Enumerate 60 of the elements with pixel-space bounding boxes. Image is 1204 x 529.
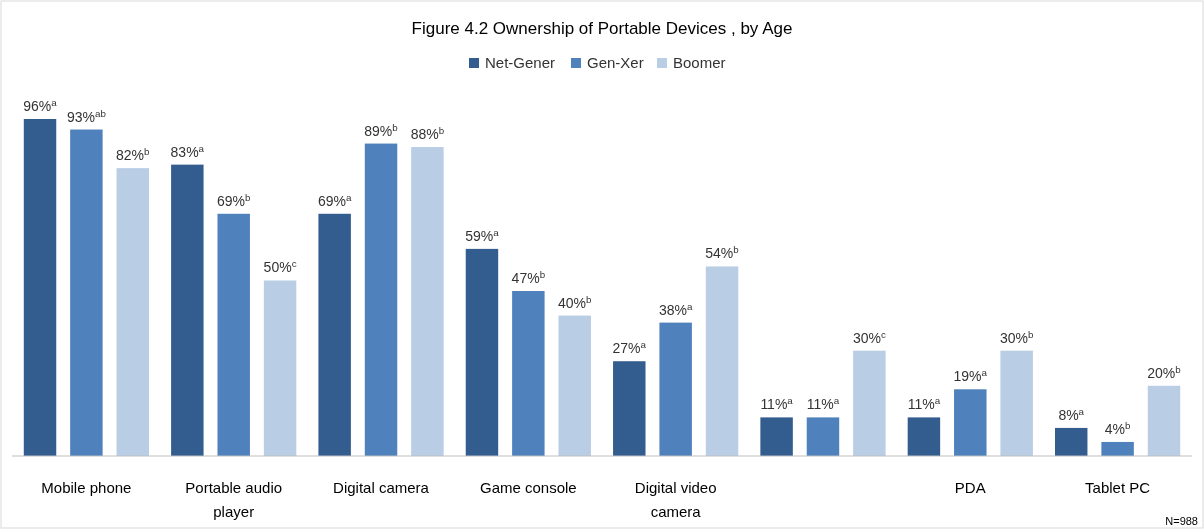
data-label: 89%$^{b}$ bbox=[364, 121, 399, 139]
bar bbox=[659, 322, 692, 456]
data-label: 11%$^{a}$ bbox=[760, 394, 794, 413]
data-label: 8%$^{a}$ bbox=[1058, 405, 1085, 423]
bar bbox=[1055, 427, 1088, 456]
data-label: 82%$^{b}$ bbox=[116, 145, 151, 164]
data-label: 20%$^{b}$ bbox=[1147, 363, 1182, 381]
bar bbox=[558, 315, 591, 456]
x-tick-label: Game console bbox=[479, 479, 577, 496]
bar bbox=[23, 119, 57, 456]
bar bbox=[465, 248, 499, 456]
bar bbox=[318, 213, 351, 456]
bar bbox=[1000, 350, 1033, 456]
bar bbox=[806, 417, 840, 456]
data-label: 30%$^{c}$ bbox=[852, 328, 886, 346]
data-label: 11%$^{a}$ bbox=[806, 394, 840, 413]
bar bbox=[116, 168, 149, 456]
bar bbox=[171, 164, 204, 456]
data-label: 83%$^{a}$ bbox=[170, 142, 205, 160]
bar bbox=[613, 361, 646, 456]
legend-label: Net-Gener bbox=[485, 54, 556, 71]
legend-label: Boomer bbox=[673, 54, 726, 71]
legend-label: Gen-Xer bbox=[587, 54, 644, 71]
data-label: 93%$^{ab}$ bbox=[66, 107, 107, 125]
bar bbox=[907, 417, 941, 456]
data-label: 4%$^{b}$ bbox=[1104, 419, 1131, 437]
x-tick-label: Digital video camera bbox=[634, 479, 717, 520]
bar bbox=[1101, 441, 1134, 456]
chart-title: Figure 4.2 Ownership of Portable Devices , by Age bbox=[411, 19, 793, 38]
data-label: 88%$^{b}$ bbox=[410, 124, 445, 143]
data-label: 50%$^{c}$ bbox=[263, 257, 297, 276]
bar bbox=[512, 291, 545, 456]
data-label: 38%$^{a}$ bbox=[658, 300, 693, 318]
data-label: 96%$^{a}$ bbox=[23, 96, 58, 114]
bar bbox=[954, 389, 987, 456]
data-label: 27%$^{a}$ bbox=[612, 338, 647, 357]
x-tick-label: Digital camera bbox=[333, 479, 430, 496]
bar bbox=[760, 417, 793, 456]
x-tick-label: Portable audio player bbox=[185, 479, 283, 520]
x-tick-label: Tablet PC bbox=[1085, 479, 1151, 496]
data-label: 54%$^{b}$ bbox=[705, 243, 740, 262]
data-label: 30%$^{b}$ bbox=[999, 328, 1034, 346]
x-tick-label: Mobile phone bbox=[41, 479, 132, 496]
bar bbox=[1147, 385, 1181, 456]
data-label: 69%$^{a}$ bbox=[317, 191, 352, 209]
bar bbox=[705, 266, 739, 456]
data-label: 40%$^{b}$ bbox=[557, 293, 593, 311]
data-label: 19%$^{a}$ bbox=[953, 366, 988, 385]
bar bbox=[263, 280, 297, 456]
data-label: 59%$^{a}$ bbox=[465, 226, 500, 244]
bar bbox=[217, 213, 250, 456]
data-label: 69%$^{b}$ bbox=[216, 191, 251, 209]
bar bbox=[411, 147, 444, 456]
data-label: 11%$^{a}$ bbox=[907, 394, 941, 413]
bar bbox=[364, 143, 398, 456]
bar bbox=[853, 350, 886, 456]
bar bbox=[70, 129, 103, 456]
data-label: 47%$^{b}$ bbox=[511, 268, 546, 287]
x-tick-label: PDA bbox=[954, 479, 986, 496]
text: N=988 bbox=[1165, 515, 1198, 527]
